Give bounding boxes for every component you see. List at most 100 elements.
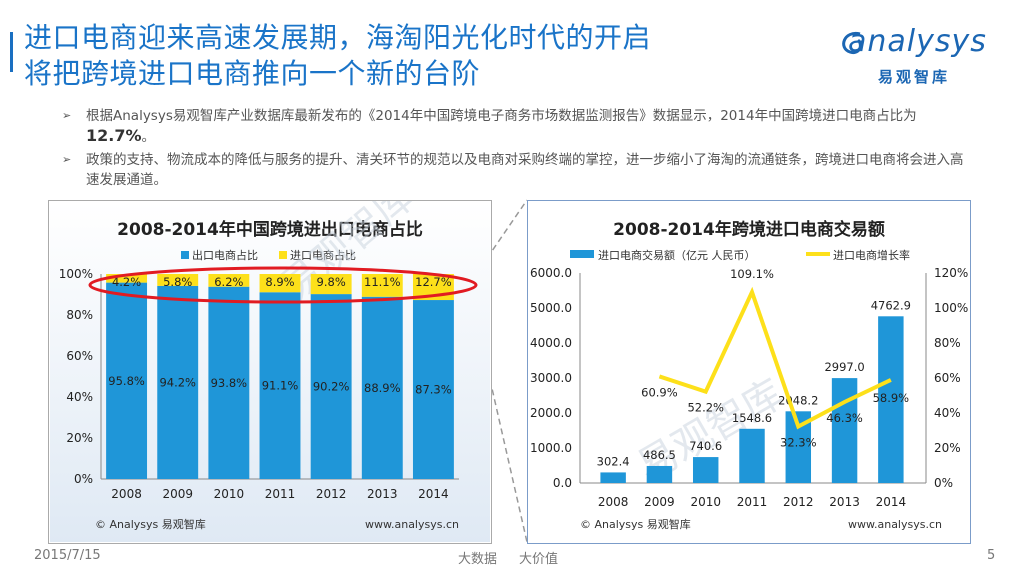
chart-title: 2008-2014年跨境进口电商交易额	[613, 219, 885, 240]
analysys-logo-swirl-icon	[842, 31, 862, 55]
y-left-tick-label: 4000.0	[530, 336, 572, 350]
y-tick-label: 80%	[66, 308, 93, 322]
data-label: 87.3%	[415, 383, 452, 397]
bar-value-label: 302.4	[597, 454, 630, 468]
legend-swatch	[570, 250, 594, 258]
chart-panel-volume: 2008-2014年跨境进口电商交易额 进口电商交易额（亿元 人民币） 进口电商增…	[527, 200, 971, 544]
data-label: 88.9%	[364, 381, 401, 395]
growth-rate-label: 60.9%	[641, 385, 678, 399]
bullet-text-end: 。	[141, 129, 156, 145]
import-share-bar	[310, 274, 352, 295]
bar-value-label: 486.5	[643, 448, 676, 462]
highlight-ellipse	[88, 266, 478, 304]
bullet-arrow-icon: ➢	[62, 153, 72, 166]
y-tick-label: 20%	[66, 431, 93, 445]
y-right-tick-label: 40%	[934, 406, 961, 420]
bar-value-label: 2997.0	[824, 360, 864, 374]
chart-url: www.analysys.cn	[848, 518, 942, 531]
data-label: 11.1%	[364, 275, 401, 289]
import-share-bar	[157, 274, 199, 286]
bullet-arrow-icon: ➢	[62, 109, 72, 122]
share-chart: 2008-2014年中国跨境进出口电商占比 出口电商占比 进口电商占比 易观智库 …	[50, 173, 490, 542]
y-right-tick-label: 80%	[934, 336, 961, 350]
bar-value-label: 4762.9	[871, 298, 911, 312]
y-right-tick-label: 120%	[934, 266, 968, 280]
export-share-bar	[157, 285, 199, 479]
x-tick-label: 2012	[783, 495, 814, 509]
volume-bar	[831, 378, 858, 483]
volume-bar	[646, 465, 673, 483]
x-tick-label: 2013	[829, 495, 860, 509]
legend-label: 进口电商增长率	[833, 248, 910, 262]
data-label: 8.9%	[265, 275, 294, 289]
growth-rate-label: 46.3%	[826, 411, 863, 425]
data-label: 94.2%	[159, 375, 196, 389]
growth-rate-label: 32.3%	[780, 435, 817, 449]
x-tick-label: 2009	[644, 495, 675, 509]
x-tick-label: 2008	[598, 495, 629, 509]
y-left-tick-label: 6000.0	[530, 266, 572, 280]
legend-label: 进口电商交易额（亿元 人民币）	[598, 248, 756, 262]
chart-url: www.analysys.cn	[365, 518, 459, 531]
y-right-tick-label: 0%	[934, 476, 953, 490]
y-left-tick-label: 2000.0	[530, 406, 572, 420]
y-left-tick-label: 3000.0	[530, 371, 572, 385]
page-title-line1: 进口电商迎来高速发展期，海淘阳光化时代的开启	[24, 21, 652, 54]
growth-rate-label: 109.1%	[730, 267, 774, 281]
x-tick-label: 2011	[737, 495, 768, 509]
bullet-list: ➢ 根据Analysys易观智库产业数据库最新发布的《2014年中国跨境电子商务…	[62, 106, 972, 193]
data-label: 95.8%	[108, 374, 145, 388]
title-accent-bar	[10, 32, 13, 72]
import-share-bar	[106, 274, 148, 283]
x-tick-label: 2013	[367, 487, 398, 501]
y-tick-label: 40%	[66, 390, 93, 404]
chart-source: © Analysys 易观智库	[580, 517, 691, 531]
bar-value-label: 2048.2	[778, 393, 818, 407]
y-tick-label: 60%	[66, 349, 93, 363]
analysys-logo-cn: 易观智库	[878, 68, 951, 86]
export-share-bar	[106, 282, 148, 479]
export-share-bar	[208, 286, 250, 479]
data-label: 4.2%	[112, 275, 141, 289]
page-title: 进口电商迎来高速发展期，海淘阳光化时代的开启 将把跨境进口电商推向一个新的台阶	[24, 20, 651, 92]
growth-rate-label: 52.2%	[687, 401, 724, 415]
legend-label: 出口电商占比	[192, 248, 258, 262]
footer-slogan-1: 大数据	[458, 552, 498, 567]
y-left-tick-label: 5000.0	[530, 301, 572, 315]
chart-title: 2008-2014年中国跨境进出口电商占比	[117, 219, 423, 240]
y-left-tick-label: 1000.0	[530, 441, 572, 455]
analysys-logo: analysys 易观智库	[836, 24, 1006, 94]
x-tick-label: 2014	[418, 487, 449, 501]
volume-bar	[878, 316, 904, 483]
data-label: 91.1%	[262, 379, 299, 393]
volume-bar	[692, 457, 719, 483]
y-right-tick-label: 100%	[934, 301, 968, 315]
data-label: 6.2%	[214, 275, 243, 289]
x-tick-label: 2014	[876, 495, 907, 509]
y-tick-label: 0%	[74, 472, 93, 486]
x-tick-label: 2011	[265, 487, 296, 501]
growth-rate-line	[658, 286, 892, 430]
y-right-tick-label: 60%	[934, 371, 961, 385]
y-tick-label: 100%	[59, 267, 93, 281]
legend-label: 进口电商占比	[290, 248, 356, 262]
data-label: 9.8%	[317, 275, 346, 289]
bullet-text: 政策的支持、物流成本的降低与服务的提升、清关环节的规范以及电商对采购终端的掌控，…	[86, 152, 964, 188]
footer-slogan-2: 大价值	[519, 552, 559, 567]
export-share-bar	[361, 296, 403, 479]
x-tick-label: 2008	[111, 487, 142, 501]
bullet-highlight: 12.7%	[86, 126, 142, 145]
y-left-tick-label: 0.0	[553, 476, 572, 490]
bullet-item: ➢ 政策的支持、物流成本的降低与服务的提升、清关环节的规范以及电商对采购终端的掌…	[62, 150, 972, 190]
footer-date: 2015/7/15	[34, 548, 101, 563]
page-title-line2: 将把跨境进口电商推向一个新的台阶	[24, 57, 481, 90]
analysys-logo-word: analysys	[848, 24, 987, 59]
growth-rate-label: 58.9%	[873, 391, 910, 405]
volume-bar	[600, 472, 626, 483]
bullet-text: 根据Analysys易观智库产业数据库最新发布的《2014年中国跨境电子商务市场…	[86, 108, 917, 124]
data-label: 93.8%	[211, 376, 248, 390]
x-tick-label: 2010	[690, 495, 721, 509]
x-tick-label: 2010	[214, 487, 245, 501]
import-share-bar	[259, 274, 301, 293]
legend-swatch	[279, 251, 287, 259]
